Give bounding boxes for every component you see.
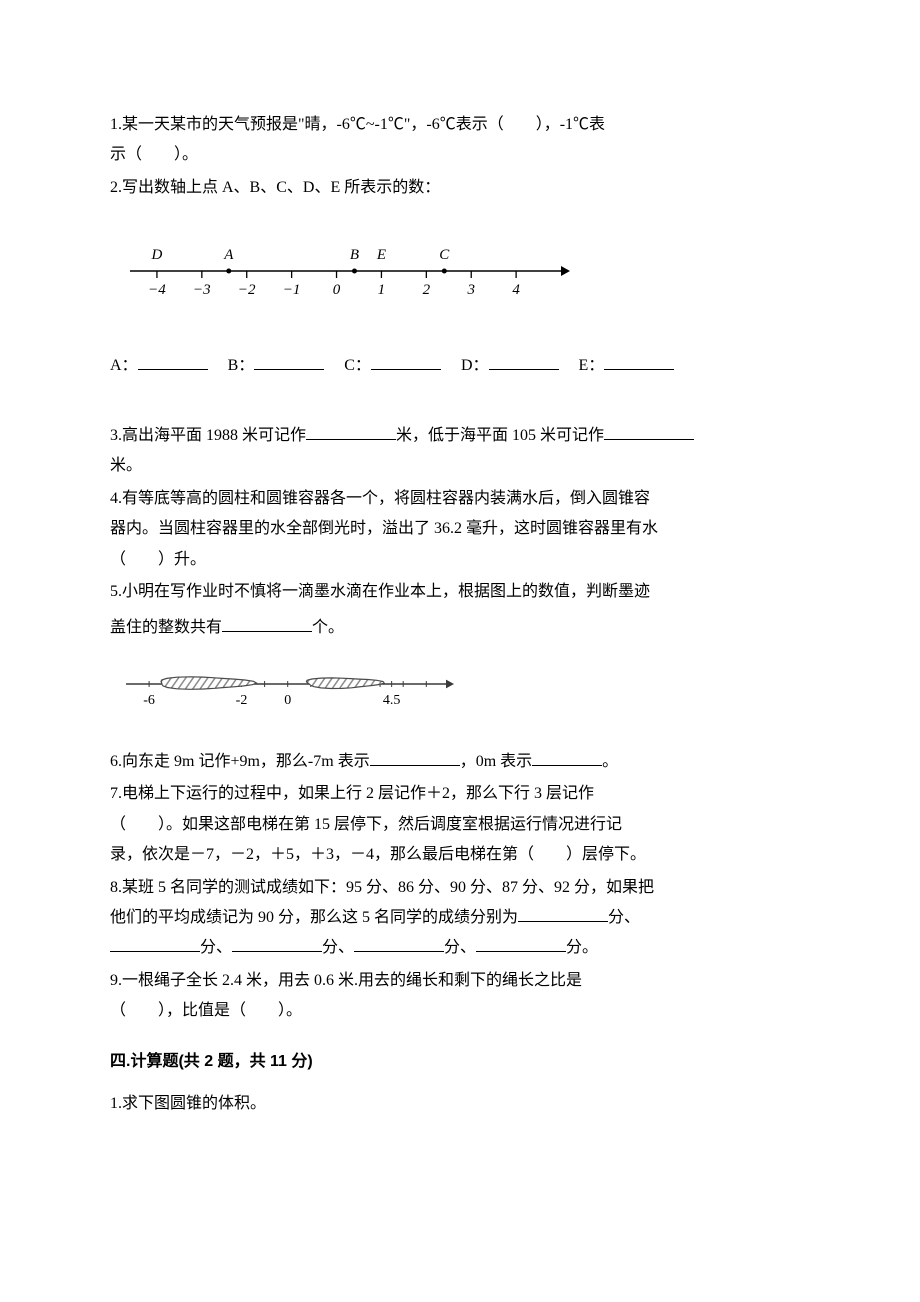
q8-blank4 — [354, 935, 444, 952]
q2-blank-d — [489, 353, 559, 370]
q3-c: 米。 — [110, 457, 142, 474]
q2-blank-e — [604, 353, 674, 370]
q5-l1: 5.小明在写作业时不慎将一滴墨水滴在作业本上，根据图上的数值，判断墨迹 — [110, 583, 650, 600]
q2-ans-c-label: C： — [344, 351, 371, 381]
q2-blank-b — [254, 353, 324, 370]
q3-a: 3.高出海平面 1988 米可记作 — [110, 427, 306, 444]
section-4-heading: 四.计算题(共 2 题，共 11 分) — [110, 1047, 810, 1077]
svg-text:4: 4 — [512, 282, 520, 298]
question-4: 4.有等底等高的圆柱和圆锥容器各一个，将圆柱容器内装满水后，倒入圆锥容 器内。当… — [110, 484, 810, 575]
question-8: 8.某班 5 名同学的测试成绩如下：95 分、86 分、90 分、87 分、92… — [110, 873, 810, 964]
svg-text:−4: −4 — [148, 282, 166, 298]
q4-l1: 4.有等底等高的圆柱和圆锥容器各一个，将圆柱容器内装满水后，倒入圆锥容 — [110, 490, 650, 507]
q8-l3c: 分、 — [322, 939, 354, 956]
svg-text:-2: -2 — [236, 693, 248, 708]
q5-blank — [222, 615, 312, 632]
q3-blank2 — [604, 423, 694, 440]
q7-l3: 录，依次是－7，－2，＋5，＋3，－4，那么最后电梯在第（ ）层停下。 — [110, 846, 646, 863]
q8-l2b: 分、 — [608, 909, 640, 926]
question-6: 6.向东走 9m 记作+9m，那么-7m 表示 ，0m 表示 。 — [110, 747, 810, 777]
q7-l1: 7.电梯上下运行的过程中，如果上行 2 层记作＋2，那么下行 3 层记作 — [110, 785, 594, 802]
q2-ans-b-label: B： — [228, 351, 255, 381]
question-3: 3.高出海平面 1988 米可记作 米，低于海平面 105 米可记作 米。 — [110, 421, 810, 482]
question-9: 9.一根绳子全长 2.4 米，用去 0.6 米.用去的绳长和剩下的绳长之比是 （… — [110, 966, 810, 1027]
svg-text:D: D — [151, 247, 163, 263]
inkline-svg: -6 -2 0 4.5 — [120, 666, 460, 710]
q8-l3b: 分、 — [200, 939, 232, 956]
q2-ans-e-label: E： — [579, 351, 605, 381]
question-2: 2.写出数轴上点 A、B、C、D、E 所表示的数： — [110, 173, 810, 203]
q9-l1: 9.一根绳子全长 2.4 米，用去 0.6 米.用去的绳长和剩下的绳长之比是 — [110, 972, 582, 989]
svg-text:2: 2 — [423, 282, 431, 298]
q6-c: 。 — [602, 753, 618, 770]
svg-text:E: E — [376, 247, 386, 263]
q5-l2a: 盖住的整数共有 — [110, 619, 222, 636]
q8-l2a: 他们的平均成绩记为 90 分，那么这 5 名同学的成绩分别为 — [110, 909, 518, 926]
q8-l3d: 分、 — [444, 939, 476, 956]
question-7: 7.电梯上下运行的过程中，如果上行 2 层记作＋2，那么下行 3 层记作 （ ）… — [110, 779, 810, 870]
svg-text:B: B — [350, 247, 359, 263]
q8-blank5 — [476, 935, 566, 952]
svg-text:A: A — [223, 247, 234, 263]
svg-text:4.5: 4.5 — [383, 693, 401, 708]
sec4-question-1: 1.求下图圆锥的体积。 — [110, 1089, 810, 1119]
q7-l2: （ ）。如果这部电梯在第 15 层停下，然后调度室根据运行情况进行记 — [110, 816, 622, 833]
sec4-q1-text: 1.求下图圆锥的体积。 — [110, 1095, 266, 1112]
svg-text:3: 3 — [466, 282, 475, 298]
q2-ans-d-label: D： — [461, 351, 489, 381]
question-1: 1.某一天某市的天气预报是"晴，-6℃~-1℃"，-6℃表示（ ），-1℃表 示… — [110, 110, 810, 171]
q2-numberline: −4 −3 −2 −1 0 1 2 3 4 D A B E C — [120, 231, 810, 322]
svg-text:0: 0 — [333, 282, 341, 298]
q9-l2: （ ），比值是（ ）。 — [110, 1002, 302, 1019]
q8-l3e: 分。 — [566, 939, 598, 956]
svg-text:C: C — [439, 247, 450, 263]
q2-blank-c — [371, 353, 441, 370]
q2-blank-a — [138, 353, 208, 370]
svg-text:−3: −3 — [193, 282, 211, 298]
q1-line2: 示（ ）。 — [110, 146, 198, 163]
q6-blank1 — [370, 749, 460, 766]
q6-b: ，0m 表示 — [460, 753, 532, 770]
q8-l1: 8.某班 5 名同学的测试成绩如下：95 分、86 分、90 分、87 分、92… — [110, 879, 654, 896]
page-root: 1.某一天某市的天气预报是"晴，-6℃~-1℃"，-6℃表示（ ），-1℃表 示… — [0, 0, 920, 1302]
q2-answers-row: A： B： C： D： E： — [110, 351, 810, 381]
q6-a: 6.向东走 9m 记作+9m，那么-7m 表示 — [110, 753, 370, 770]
q8-blank3 — [232, 935, 322, 952]
q8-blank1 — [518, 905, 608, 922]
q1-line1: 1.某一天某市的天气预报是"晴，-6℃~-1℃"，-6℃表示（ ），-1℃表 — [110, 116, 605, 133]
q5-l2b: 个。 — [312, 619, 344, 636]
q8-blank2 — [110, 935, 200, 952]
q2-ans-a-label: A： — [110, 351, 138, 381]
svg-text:1: 1 — [378, 282, 386, 298]
q2-text: 2.写出数轴上点 A、B、C、D、E 所表示的数： — [110, 179, 440, 196]
svg-text:0: 0 — [284, 693, 291, 708]
q3-blank1 — [306, 423, 396, 440]
q4-l2: 器内。当圆柱容器里的水全部倒光时，溢出了 36.2 毫升，这时圆锥容器里有水 — [110, 520, 658, 537]
numberline-svg: −4 −3 −2 −1 0 1 2 3 4 D A B E C — [120, 231, 580, 311]
svg-text:−1: −1 — [283, 282, 301, 298]
svg-text:-6: -6 — [143, 693, 155, 708]
svg-text:−2: −2 — [238, 282, 256, 298]
question-5: 5.小明在写作业时不慎将一滴墨水滴在作业本上，根据图上的数值，判断墨迹 盖住的整… — [110, 577, 810, 644]
q6-blank2 — [532, 749, 602, 766]
q3-b: 米，低于海平面 105 米可记作 — [396, 427, 604, 444]
q5-inkline: -6 -2 0 4.5 — [120, 666, 810, 721]
q4-l3: （ ）升。 — [110, 551, 206, 568]
